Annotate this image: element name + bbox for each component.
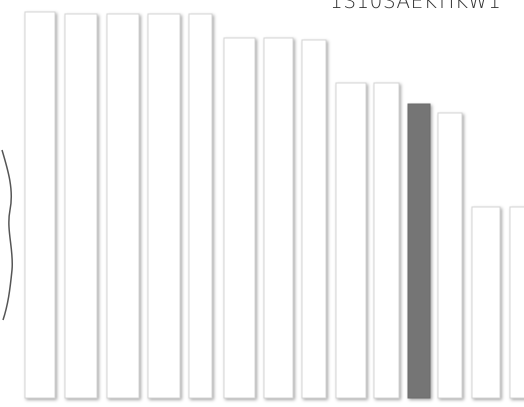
bar: [147, 13, 181, 399]
bar: [106, 13, 140, 399]
bar: [64, 13, 98, 399]
highlighted-bar: [407, 103, 431, 399]
bar: [437, 112, 463, 399]
bar: [471, 206, 501, 399]
decorative-curve: [1, 149, 14, 321]
bar: [373, 82, 400, 399]
bar: [223, 37, 256, 399]
bar-group: [24, 11, 524, 399]
bar: [301, 39, 327, 399]
header-label: 1S10SAEKTIKW1: [330, 0, 501, 13]
bar: [335, 82, 367, 399]
bar: [188, 13, 213, 399]
bar: [509, 206, 524, 399]
bar: [263, 37, 294, 399]
bar: [24, 11, 56, 399]
